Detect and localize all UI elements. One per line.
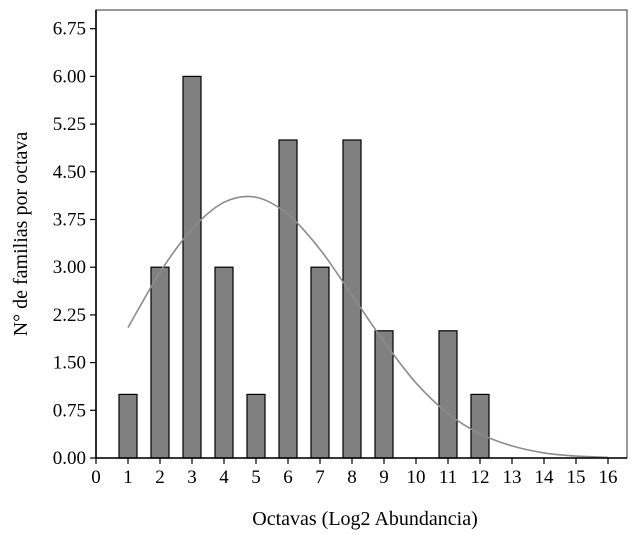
y-axis-title: N° de familias por octava xyxy=(10,132,32,337)
x-tick-label: 14 xyxy=(535,467,555,488)
x-tick-label: 13 xyxy=(503,467,522,488)
y-tick-label: 5.25 xyxy=(53,114,86,135)
x-tick-label: 12 xyxy=(471,467,490,488)
x-tick-label: 2 xyxy=(155,467,165,488)
y-tick-label: 3.00 xyxy=(53,257,86,278)
y-tick-label: 0.00 xyxy=(53,448,86,469)
y-tick-label: 2.25 xyxy=(53,305,86,326)
x-tick-label: 1 xyxy=(123,467,133,488)
x-tick-label: 11 xyxy=(439,467,457,488)
x-tick-label: 7 xyxy=(315,467,325,488)
bar-octave-7 xyxy=(310,266,330,459)
bar-octave-8 xyxy=(342,139,362,459)
x-tick-label: 8 xyxy=(347,467,357,488)
y-tick-label: 3.75 xyxy=(53,210,86,231)
x-tick-label: 16 xyxy=(599,467,618,488)
bar-octave-12 xyxy=(470,393,490,459)
bars-group xyxy=(118,75,490,459)
y-tick-label: 4.50 xyxy=(53,162,86,183)
x-tick-label: 0 xyxy=(91,467,101,488)
x-tick-label: 3 xyxy=(187,467,197,488)
bar-octave-11 xyxy=(438,330,458,459)
bar-octave-2 xyxy=(150,266,170,459)
x-tick-label: 15 xyxy=(567,467,586,488)
bar-octave-5 xyxy=(246,393,266,459)
x-axis-title: Octavas (Log2 Abundancia) xyxy=(252,508,477,530)
bar-octave-1 xyxy=(118,393,138,459)
x-tick-label: 10 xyxy=(407,467,426,488)
y-tick-label: 6.75 xyxy=(53,19,86,40)
normal-fit-curve xyxy=(127,195,609,459)
x-axis-ticks: 0 1 2 3 4 5 6 7 8 9 10 11 12 13 14 15 16 xyxy=(91,458,618,488)
y-tick-label: 0.75 xyxy=(53,400,86,421)
y-axis-ticks: 0.00 0.75 1.50 2.25 3.00 3.75 4.50 5.25 6.00 6.75 xyxy=(53,19,96,469)
plot-frame xyxy=(95,9,628,459)
y-tick-label: 6.00 xyxy=(53,66,86,87)
y-tick-label: 1.50 xyxy=(53,353,86,374)
x-tick-label: 4 xyxy=(219,467,229,488)
bar-octave-3 xyxy=(182,75,202,459)
bar-octave-6 xyxy=(278,139,298,459)
x-tick-label: 5 xyxy=(251,467,261,488)
bar-octave-4 xyxy=(214,266,234,459)
x-tick-label: 6 xyxy=(283,467,293,488)
x-tick-label: 9 xyxy=(379,467,389,488)
